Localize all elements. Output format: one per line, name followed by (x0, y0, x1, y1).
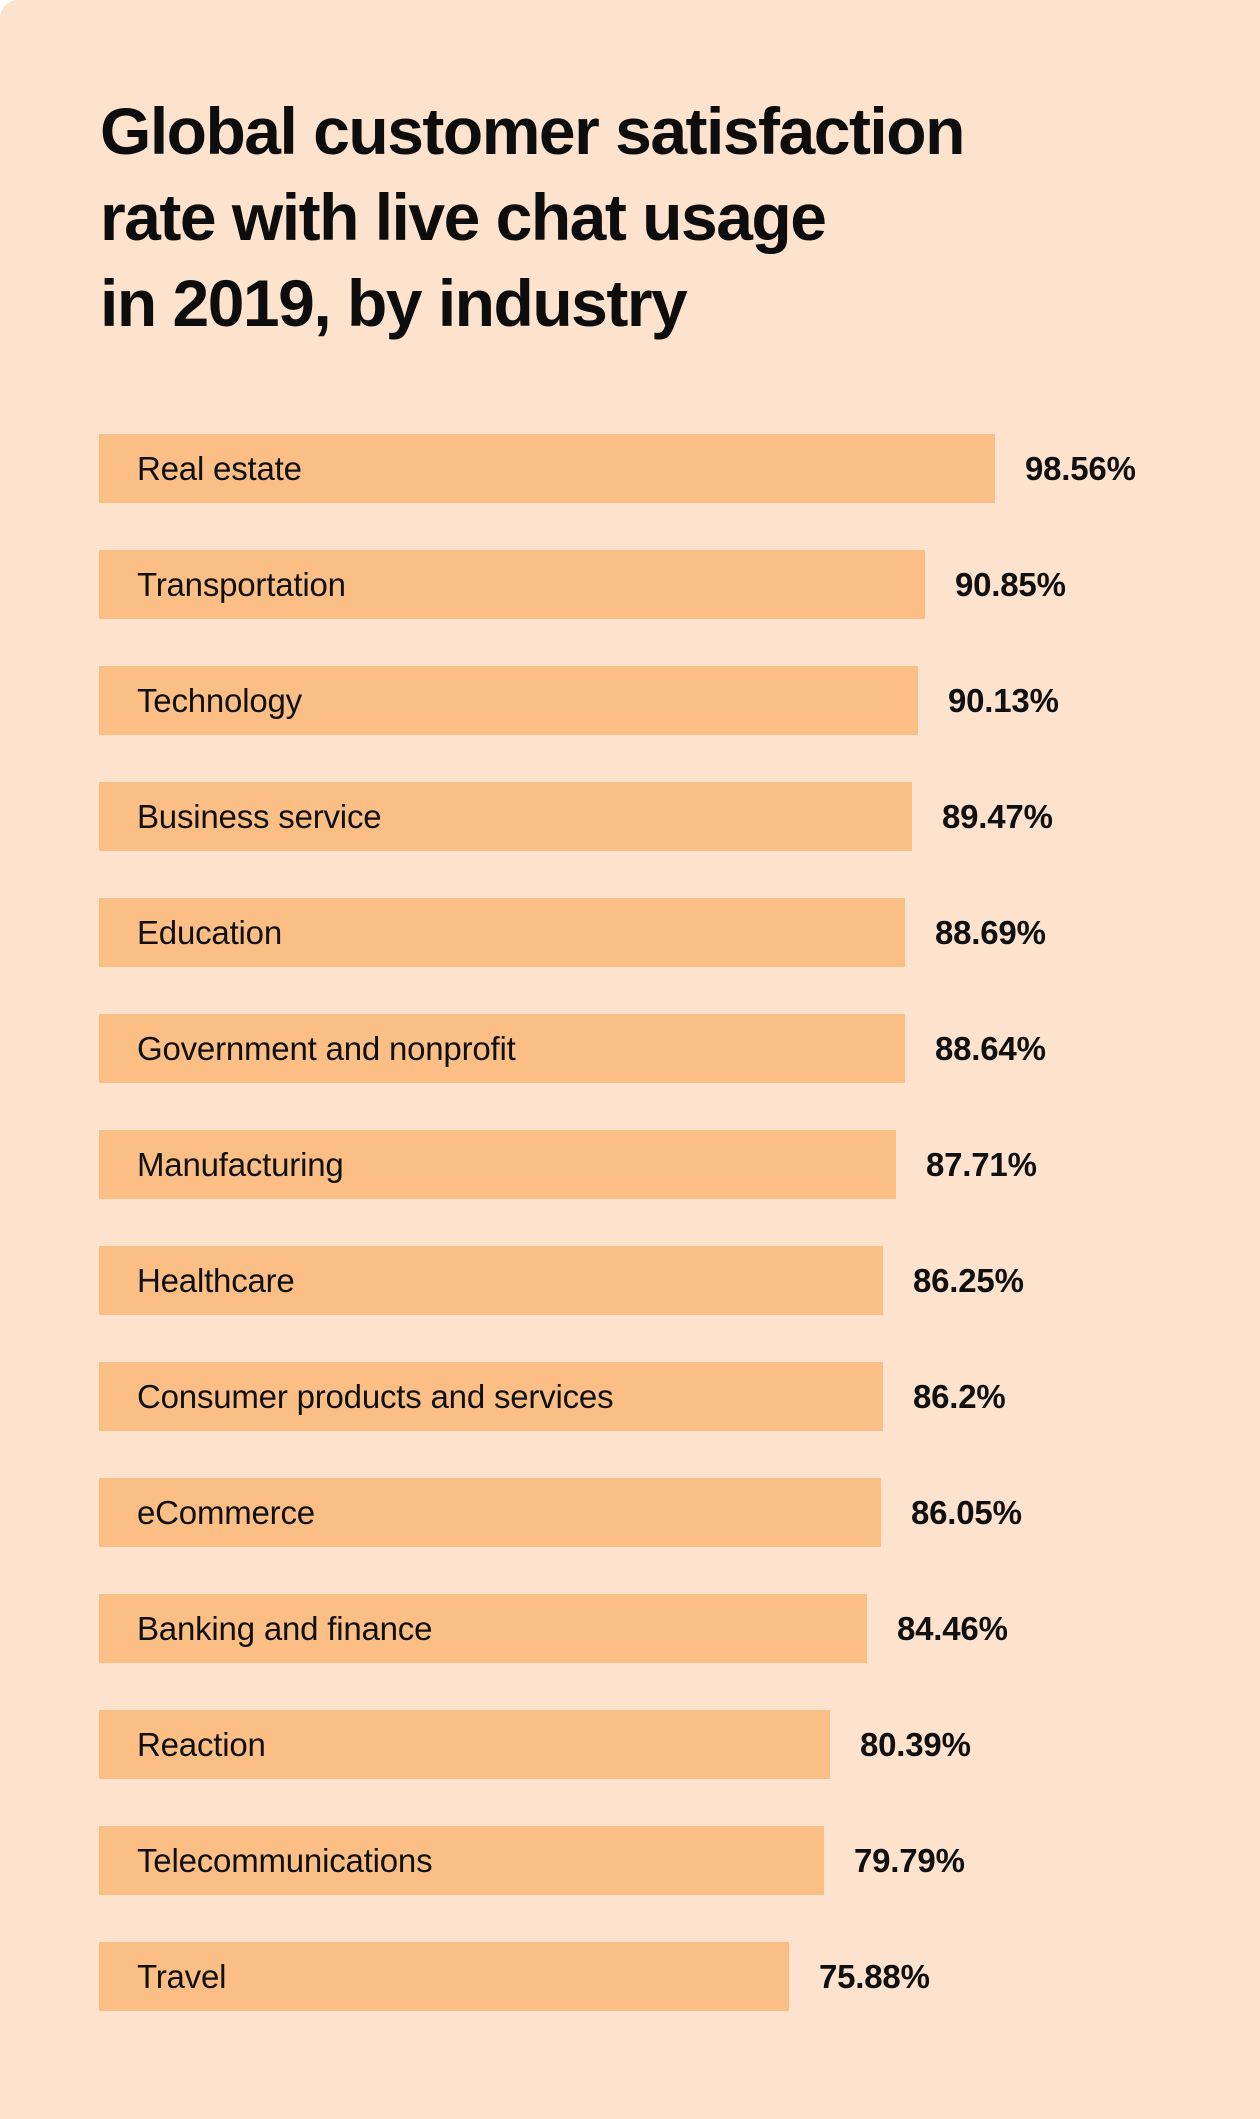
bar-category-label: Manufacturing (137, 1145, 344, 1183)
bar: Reaction (99, 1710, 830, 1779)
bar-row: Technology 90.13% (99, 666, 1260, 735)
bar-category-label: Real estate (137, 449, 302, 487)
bar-value-label: 87.71% (926, 1145, 1037, 1183)
bar: Education (99, 898, 905, 967)
bar: Healthcare (99, 1246, 883, 1315)
chart-title: Global customer satisfaction rate with l… (0, 0, 1260, 346)
bar-category-label: Reaction (137, 1725, 266, 1763)
bar-row: Government and nonprofit 88.64% (99, 1014, 1260, 1083)
bar-row: Education 88.69% (99, 898, 1260, 967)
bar-value-label: 89.47% (942, 797, 1053, 835)
bar: Telecommunications (99, 1826, 824, 1895)
bar-value-label: 86.2% (913, 1377, 1006, 1415)
bar-row: Business service 89.47% (99, 782, 1260, 851)
bar-row: Real estate 98.56% (99, 434, 1260, 503)
bar-value-label: 86.25% (913, 1261, 1024, 1299)
bar-category-label: Business service (137, 797, 382, 835)
bar-row: Healthcare 86.25% (99, 1246, 1260, 1315)
bar-value-label: 88.69% (935, 913, 1046, 951)
chart-title-line-3: in 2019, by industry (100, 266, 688, 340)
bar-value-label: 79.79% (854, 1841, 965, 1879)
bar-category-label: Education (137, 913, 282, 951)
chart-title-line-2: rate with live chat usage (100, 180, 827, 254)
bar-row: Consumer products and services 86.2% (99, 1362, 1260, 1431)
bar-value-label: 86.05% (911, 1493, 1022, 1531)
bar-category-label: Healthcare (137, 1261, 295, 1299)
bar-category-label: Government and nonprofit (137, 1029, 516, 1067)
bar-row: Travel 75.88% (99, 1942, 1260, 2011)
bar: Banking and finance (99, 1594, 867, 1663)
bar: Travel (99, 1942, 789, 2011)
bar-category-label: Technology (137, 681, 302, 719)
bar-value-label: 84.46% (897, 1609, 1008, 1647)
bar-value-label: 75.88% (819, 1957, 930, 1995)
bar: Government and nonprofit (99, 1014, 905, 1083)
bar-category-label: Banking and finance (137, 1609, 433, 1647)
bar-value-label: 98.56% (1025, 449, 1136, 487)
bar-category-label: eCommerce (137, 1493, 315, 1531)
bar: Transportation (99, 550, 925, 619)
bar-value-label: 90.85% (955, 565, 1066, 603)
bar-row: Banking and finance 84.46% (99, 1594, 1260, 1663)
bar: Consumer products and services (99, 1362, 883, 1431)
bar-value-label: 90.13% (948, 681, 1059, 719)
bar-chart: Real estate 98.56% Transportation 90.85% Tec… (0, 434, 1260, 2011)
bar: Manufacturing (99, 1130, 896, 1199)
bar-category-label: Consumer products and services (137, 1377, 614, 1415)
bar-value-label: 80.39% (860, 1725, 971, 1763)
bar-row: eCommerce 86.05% (99, 1478, 1260, 1547)
bar-row: Manufacturing 87.71% (99, 1130, 1260, 1199)
bar-category-label: Telecommunications (137, 1841, 433, 1879)
bar: Technology (99, 666, 918, 735)
bar-row: Reaction 80.39% (99, 1710, 1260, 1779)
chart-title-line-1: Global customer satisfaction (100, 94, 965, 168)
bar: eCommerce (99, 1478, 881, 1547)
bar-row: Telecommunications 79.79% (99, 1826, 1260, 1895)
bar-value-label: 88.64% (935, 1029, 1046, 1067)
bar: Business service (99, 782, 912, 851)
bar: Real estate (99, 434, 995, 503)
bar-category-label: Travel (137, 1957, 227, 1995)
bar-category-label: Transportation (137, 565, 346, 603)
bar-row: Transportation 90.85% (99, 550, 1260, 619)
